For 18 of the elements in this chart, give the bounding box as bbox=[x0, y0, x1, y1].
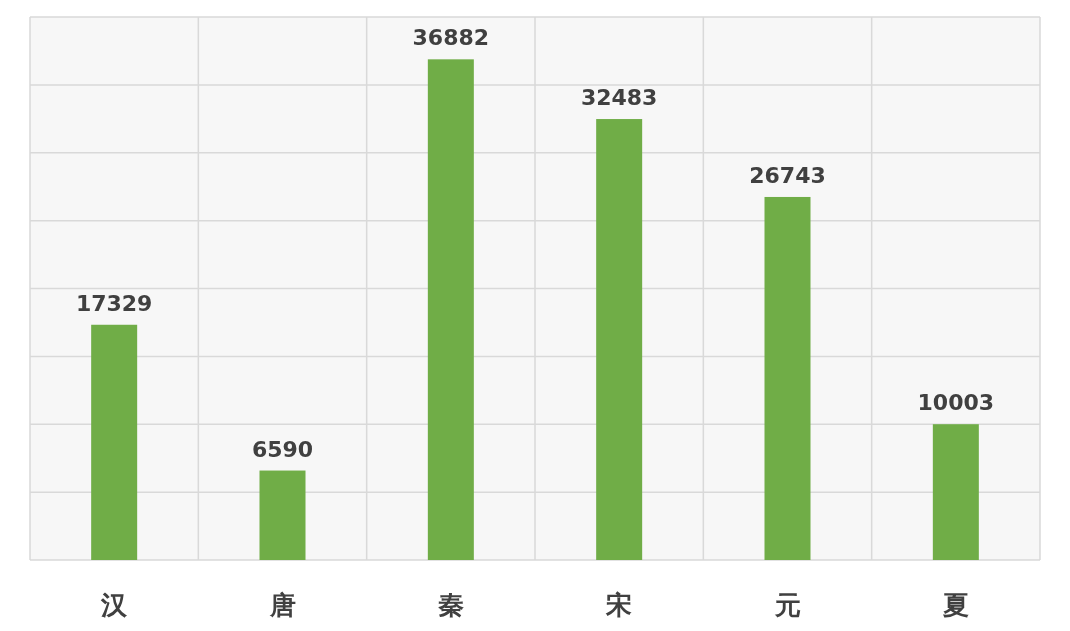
data-label: 17329 bbox=[75, 290, 153, 316]
x-tick-label: 元 bbox=[773, 590, 801, 620]
x-tick-label: 唐 bbox=[268, 590, 296, 620]
bar bbox=[764, 196, 811, 560]
data-label: 26743 bbox=[749, 162, 826, 188]
x-tick-label: 秦 bbox=[437, 590, 464, 620]
data-label: 6590 bbox=[251, 436, 314, 462]
bar bbox=[932, 424, 979, 560]
data-label: 36882 bbox=[412, 25, 490, 51]
bar bbox=[91, 324, 138, 560]
data-label: 32483 bbox=[580, 85, 658, 111]
x-tick-label: 汉 bbox=[100, 590, 129, 620]
x-tick-label: 宋 bbox=[605, 590, 633, 620]
bar bbox=[259, 470, 306, 560]
data-label: 10003 bbox=[917, 390, 995, 416]
x-tick-label: 夏 bbox=[941, 590, 969, 620]
bar bbox=[427, 59, 474, 560]
bar bbox=[596, 119, 643, 560]
